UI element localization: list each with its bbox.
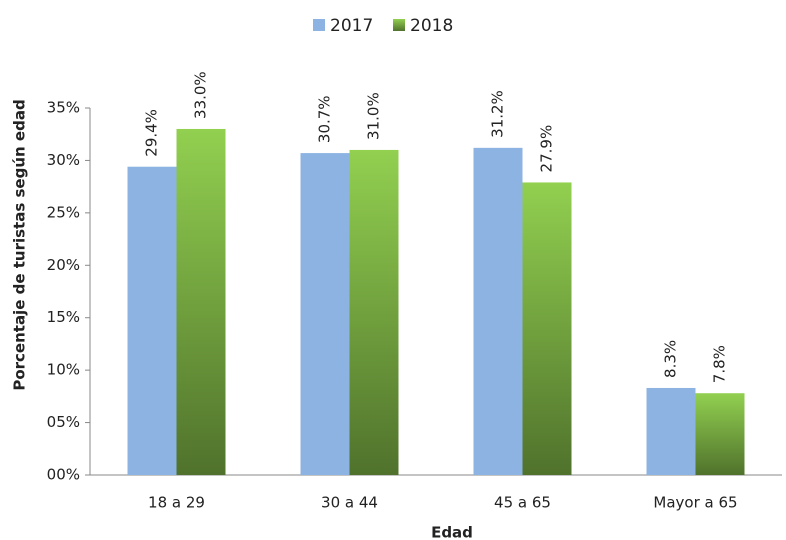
- data-label: 29.4%: [143, 109, 161, 157]
- data-label: 31.2%: [489, 90, 507, 138]
- y-tick-label: 00%: [47, 466, 80, 484]
- y-tick-label: 20%: [47, 256, 80, 274]
- data-label: 8.3%: [662, 340, 680, 378]
- y-tick-label: 15%: [47, 308, 80, 326]
- bar: [176, 128, 226, 475]
- x-tick-label: 30 a 44: [321, 494, 378, 512]
- bar: [695, 393, 745, 475]
- data-label: 33.0%: [192, 71, 210, 119]
- legend-swatch: [313, 19, 325, 31]
- bar: [646, 387, 696, 475]
- y-tick-label: 30%: [47, 151, 80, 169]
- bar: [473, 147, 523, 476]
- y-axis-label: Porcentaje de turistas según edad: [11, 99, 29, 390]
- data-label: 30.7%: [316, 95, 334, 143]
- bar: [300, 153, 350, 476]
- y-tick-label: 25%: [47, 203, 80, 221]
- legend-swatch: [393, 19, 405, 31]
- data-label: 27.9%: [538, 125, 556, 173]
- data-label: 31.0%: [365, 92, 383, 140]
- y-tick-label: 35%: [47, 99, 80, 117]
- y-tick-label: 05%: [47, 413, 80, 431]
- legend-label: 2017: [330, 16, 373, 36]
- bar: [522, 182, 572, 475]
- bar: [127, 166, 177, 475]
- x-tick-label: Mayor a 65: [653, 494, 737, 512]
- x-tick-label: 45 a 65: [494, 494, 551, 512]
- legend-label: 2018: [410, 16, 453, 36]
- x-axis-label: Edad: [431, 524, 473, 540]
- data-label: 7.8%: [711, 345, 729, 383]
- x-tick-label: 18 a 29: [148, 494, 205, 512]
- bar: [349, 149, 399, 475]
- y-tick-label: 10%: [47, 361, 80, 379]
